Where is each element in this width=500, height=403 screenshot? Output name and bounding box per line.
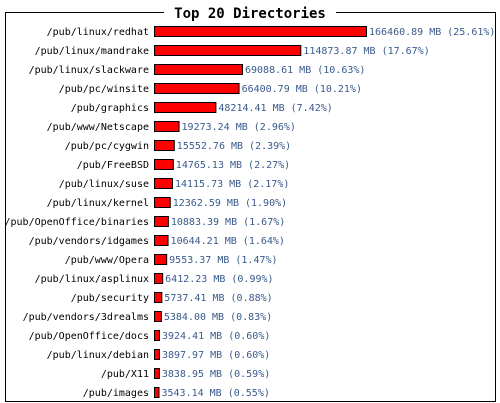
- value-label: 9553.37 MB (1.47%): [169, 255, 277, 266]
- category-label: /pub/www/Opera: [65, 255, 149, 266]
- category-label: /pub/linux/debian: [47, 350, 149, 361]
- value-label: 10644.21 MB (1.64%): [171, 236, 285, 247]
- value-label: 19273.24 MB (2.96%): [182, 122, 296, 133]
- category-label: /pub/linux/asplinux: [35, 274, 149, 285]
- bar: [154, 254, 168, 265]
- bar: [154, 64, 243, 75]
- category-label: /pub/OpenOffice/binaries: [5, 217, 150, 228]
- category-label: /pub/graphics: [71, 103, 149, 114]
- category-label: /pub/images: [83, 388, 149, 399]
- category-label: /pub/www/Netscape: [47, 122, 149, 133]
- value-label: 12362.59 MB (1.90%): [173, 198, 287, 209]
- category-label: /pub/linux/redhat: [47, 27, 149, 38]
- value-label: 5737.41 MB (0.88%): [164, 293, 272, 304]
- bar: [154, 140, 175, 151]
- value-label: 3924.41 MB (0.60%): [162, 331, 270, 342]
- category-label: /pub/vendors/3drealms: [23, 312, 149, 323]
- bar: [154, 292, 163, 303]
- value-label: 3897.97 MB (0.60%): [162, 350, 270, 361]
- bar: [154, 368, 160, 379]
- chart-rows: /pub/linux/redhat 166460.89 MB (25.61%) /p…: [5, 26, 495, 399]
- bar: [154, 26, 367, 37]
- value-label: 5384.00 MB (0.83%): [164, 312, 272, 323]
- bar: [154, 330, 160, 341]
- title-background: [164, 4, 336, 22]
- category-label: /pub/vendors/idgames: [29, 236, 149, 247]
- bar: [154, 121, 180, 132]
- chart-title: Top 20 Directories: [174, 6, 326, 22]
- bar: [154, 273, 164, 284]
- value-label: 48214.41 MB (7.42%): [218, 103, 332, 114]
- category-label: /pub/pc/winsite: [59, 84, 149, 95]
- value-label: 114873.87 MB (17.67%): [303, 46, 429, 57]
- bar: [154, 102, 217, 113]
- value-label: 15552.76 MB (2.39%): [177, 141, 291, 152]
- bar: [154, 349, 160, 360]
- bar: [154, 235, 169, 246]
- category-label: /pub/linux/mandrake: [35, 46, 149, 57]
- bar: [154, 83, 240, 94]
- value-label: 3838.95 MB (0.59%): [162, 369, 270, 380]
- value-label: 166460.89 MB (25.61%): [369, 27, 495, 38]
- bar: [154, 159, 174, 170]
- bar: [154, 311, 162, 322]
- value-label: 69088.61 MB (10.63%): [245, 65, 365, 76]
- category-label: /pub/pc/cygwin: [65, 141, 149, 152]
- value-label: 14115.73 MB (2.17%): [175, 179, 289, 190]
- category-label: /pub/linux/slackware: [29, 65, 149, 76]
- category-label: /pub/security: [71, 293, 149, 304]
- value-label: 66400.79 MB (10.21%): [242, 84, 362, 95]
- bar: [154, 178, 173, 189]
- bar: [154, 387, 160, 398]
- bar: [154, 216, 169, 227]
- category-label: /pub/X11: [101, 369, 149, 380]
- value-label: 6412.23 MB (0.99%): [165, 274, 273, 285]
- category-label: /pub/linux/kernel: [47, 198, 149, 209]
- category-label: /pub/FreeBSD: [77, 160, 149, 171]
- value-label: 14765.13 MB (2.27%): [176, 160, 290, 171]
- value-label: 10883.39 MB (1.67%): [171, 217, 285, 228]
- value-label: 3543.14 MB (0.55%): [162, 388, 270, 399]
- category-label: /pub/linux/suse: [59, 179, 149, 190]
- category-label: /pub/OpenOffice/docs: [29, 331, 149, 342]
- bar: [154, 197, 171, 208]
- bar: [154, 45, 302, 56]
